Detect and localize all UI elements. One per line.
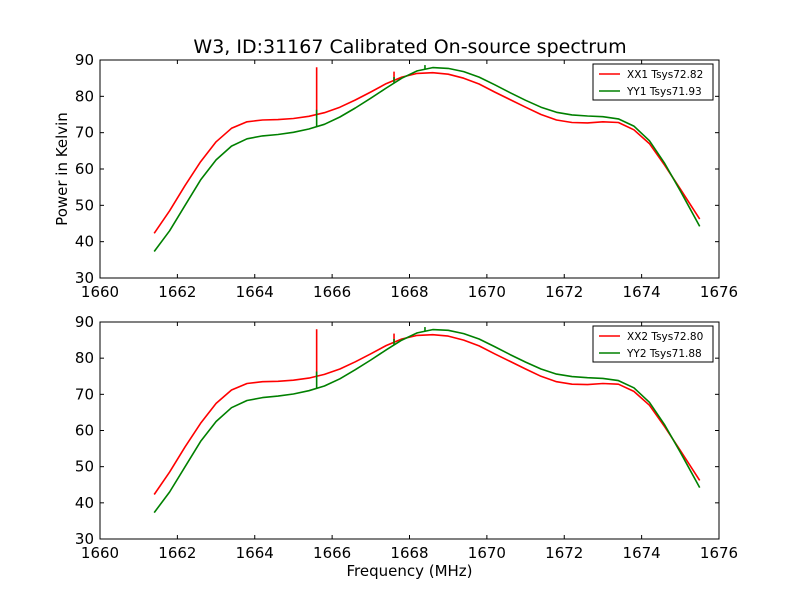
x-tick-label: 1668: [390, 283, 428, 301]
x-tick-label: 1670: [468, 283, 506, 301]
y-tick-label: 60: [75, 422, 94, 440]
x-tick-label: 1670: [468, 544, 506, 562]
y-tick-label: 50: [75, 458, 94, 476]
x-tick-label: 1664: [236, 544, 274, 562]
y-tick-label: 40: [75, 494, 94, 512]
x-axis-label: Frequency (MHz): [346, 562, 472, 580]
x-tick-label: 1674: [623, 283, 661, 301]
y-tick-label: 30: [75, 269, 94, 287]
series-yy1: [153, 65, 701, 252]
series-line: [153, 333, 701, 495]
y-tick-label: 80: [75, 349, 94, 367]
x-tick-label: 1660: [81, 544, 119, 562]
chart-panel-2: 1660 1662 1664 1666 1668 1670 1672 1674 1676 30 40…: [75, 313, 738, 580]
legend-entry: XX1 Tsys72.82: [627, 69, 703, 81]
x-tick-label: 1674: [623, 544, 661, 562]
legend-box: [592, 63, 714, 101]
legend-box: [592, 325, 714, 363]
figure-title: W3, ID:31167 Calibrated On-source spectr…: [193, 36, 626, 58]
legend-entry: YY2 Tsys71.88: [626, 348, 702, 360]
x-tick-label: 1662: [158, 283, 196, 301]
x-tick-label: 1660: [81, 283, 119, 301]
legend-entry: YY1 Tsys71.93: [626, 86, 702, 98]
legend-entry: XX2 Tsys72.80: [627, 331, 703, 343]
legend: XX2 Tsys72.80 YY2 Tsys71.88: [592, 325, 714, 363]
x-tick-label: 1672: [545, 544, 583, 562]
x-tick-label: 1666: [313, 283, 351, 301]
x-tick-label: 1676: [700, 544, 738, 562]
x-tick-label: 1662: [158, 544, 196, 562]
y-tick-label: 70: [75, 385, 94, 403]
y-tick-label: 80: [75, 87, 94, 105]
y-tick-label: 40: [75, 233, 94, 251]
y-tick-label: 70: [75, 124, 94, 142]
series-line: [153, 328, 701, 514]
series-line: [153, 71, 701, 234]
series-yy2: [153, 327, 701, 514]
x-tick-label: 1668: [390, 544, 428, 562]
y-tick-label: 60: [75, 160, 94, 178]
y-tick-label: 30: [75, 530, 94, 548]
y-tick-label: 90: [75, 313, 94, 331]
x-tick-label: 1666: [313, 544, 351, 562]
y-tick-label: 90: [75, 51, 94, 69]
x-tick-label: 1664: [236, 283, 274, 301]
y-tick-label: 50: [75, 196, 94, 214]
y-axis-label: Power in Kelvin: [53, 112, 71, 226]
legend: XX1 Tsys72.82 YY1 Tsys71.93: [592, 63, 714, 101]
chart-panel-1: 1660 1662 1664 1666 1668 1670 1672 1674 1676 30 40…: [53, 51, 738, 301]
x-tick-label: 1672: [545, 283, 583, 301]
x-tick-label: 1676: [700, 283, 738, 301]
